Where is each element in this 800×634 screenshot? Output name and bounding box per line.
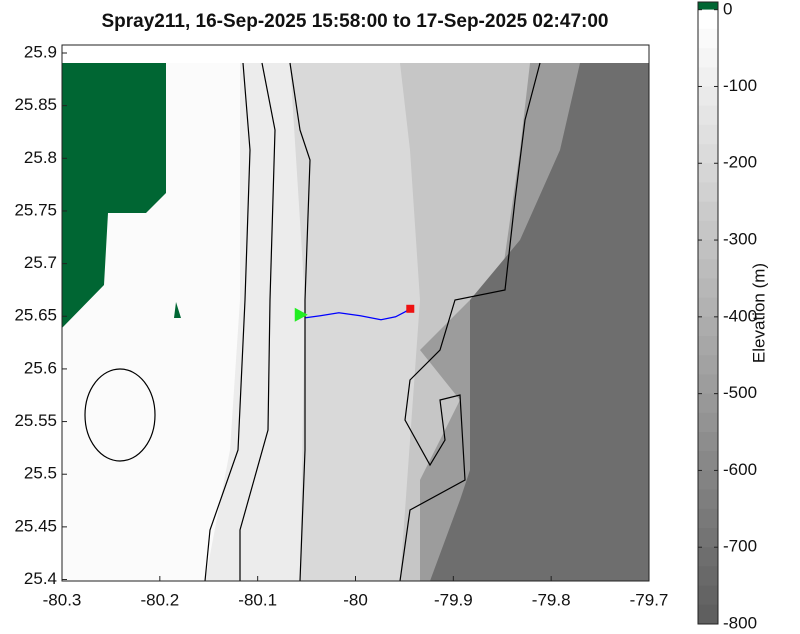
- bathymetry: [62, 62, 649, 581]
- colorbar-band: [698, 240, 718, 260]
- y-tick-label: 25.9: [24, 42, 57, 61]
- colorbar-tick-label: -400: [723, 306, 757, 325]
- x-tick-label: -80: [343, 590, 368, 609]
- colorbar-band: [698, 67, 718, 87]
- y-tick-label: 25.4: [24, 569, 57, 588]
- colorbar-tick-label: 0: [723, 0, 732, 18]
- colorbar-tick-label: -600: [723, 460, 757, 479]
- colorbar-band: [698, 9, 718, 30]
- colorbar-band: [698, 182, 718, 203]
- x-tick-label: -79.9: [434, 590, 473, 609]
- colorbar-band: [698, 163, 718, 183]
- colorbar-tick-label: -300: [723, 230, 757, 249]
- colorbar-band: [698, 432, 718, 452]
- start-marker: [294, 307, 308, 322]
- colorbar-band: [698, 48, 718, 68]
- colorbar-band: [698, 259, 718, 279]
- colorbar-band: [698, 566, 718, 587]
- colorbar-band: [698, 451, 718, 471]
- colorbar-band: [698, 508, 718, 529]
- end-marker: [406, 304, 415, 313]
- colorbar-band: [698, 393, 718, 414]
- colorbar-box: [697, 1, 719, 625]
- colorbar-tick-label: -800: [723, 613, 757, 632]
- colorbar-band: [698, 412, 718, 433]
- y-tick-label: 25.55: [14, 411, 57, 430]
- colorbar-band: [698, 374, 718, 395]
- colorbar-band: [698, 86, 718, 107]
- colorbar-tick-label: -200: [723, 153, 757, 172]
- y-tick-label: 25.65: [14, 306, 57, 325]
- colorbar-tick-label: -700: [723, 537, 757, 556]
- y-tick-label: 25.6: [24, 358, 57, 377]
- colorbar-tick-label: -100: [723, 76, 757, 95]
- colorbar-band: [698, 220, 718, 241]
- y-tick-label: 25.45: [14, 516, 57, 535]
- colorbar-land: [698, 2, 718, 10]
- glider-track: [305, 308, 411, 321]
- y-tick-label: 25.5: [24, 464, 57, 483]
- colorbar-band: [698, 28, 718, 49]
- colorbar-band: [698, 144, 718, 164]
- colorbar-band: [698, 355, 718, 375]
- colorbar-band: [698, 585, 718, 606]
- colorbar-band: [698, 316, 718, 337]
- y-tick-label: 25.7: [24, 253, 57, 272]
- colorbar-tick-label: -500: [723, 383, 757, 402]
- colorbar-band: [698, 201, 718, 222]
- y-tick-label: 25.85: [14, 95, 57, 114]
- colorbar-band: [698, 297, 718, 318]
- y-tick-label: 25.8: [24, 148, 57, 167]
- colorbar-band: [698, 528, 718, 548]
- y-tick-label: 25.75: [14, 200, 57, 219]
- colorbar-band: [698, 105, 718, 126]
- colorbar-label: Elevation (m): [749, 263, 768, 363]
- colorbar-band: [698, 547, 718, 567]
- chart-title: Spray211, 16-Sep-2025 15:58:00 to 17-Sep…: [102, 11, 609, 32]
- colorbar-band: [698, 489, 718, 510]
- colorbar-band: [698, 604, 718, 625]
- colorbar-band: [698, 278, 718, 299]
- x-tick-label: -79.8: [532, 590, 571, 609]
- colorbar-band: [698, 336, 718, 356]
- x-tick-label: -80.1: [238, 590, 277, 609]
- x-tick-label: -80.2: [140, 590, 179, 609]
- colorbar-band: [698, 124, 718, 145]
- x-tick-label: -79.7: [630, 590, 669, 609]
- colorbar-band: [698, 470, 718, 491]
- x-tick-label: -80.3: [43, 590, 82, 609]
